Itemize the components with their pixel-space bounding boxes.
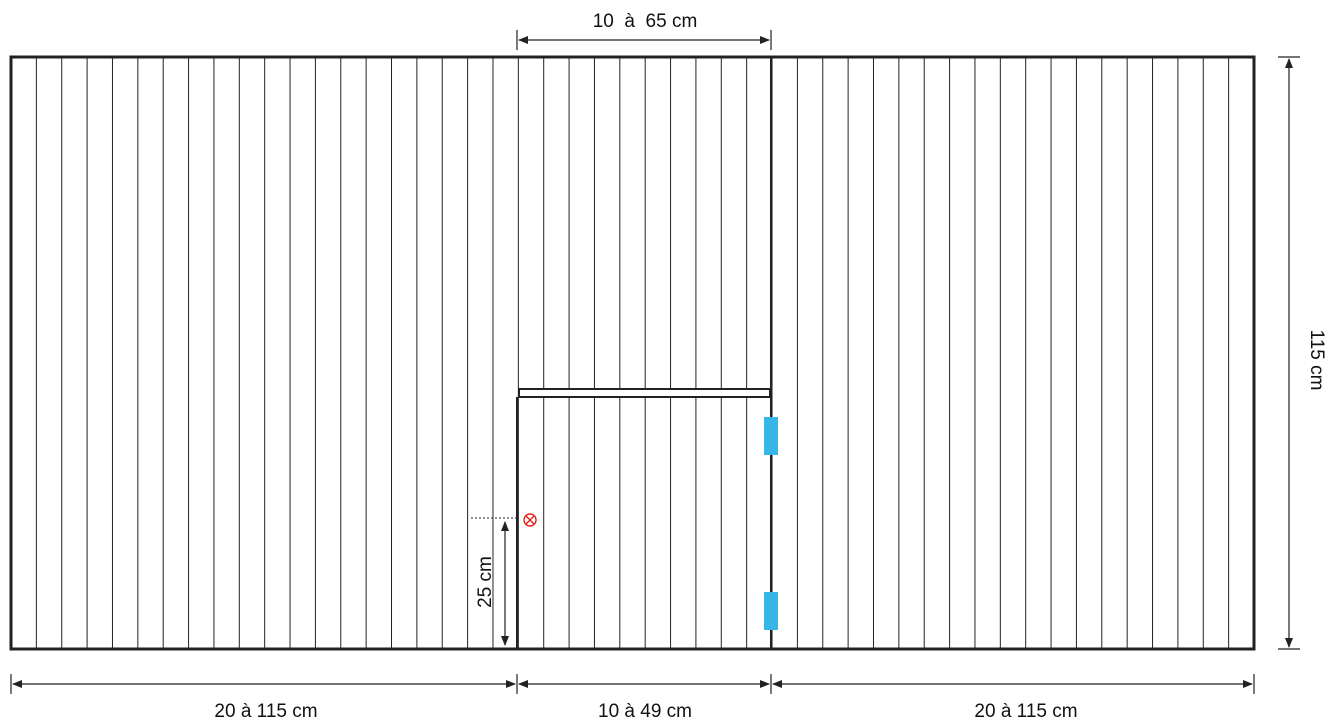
hinge-lower bbox=[764, 592, 778, 630]
right-dimension-label: 115 cm bbox=[1306, 330, 1327, 391]
hinge-upper bbox=[764, 417, 778, 455]
handle-height-label: 25 cm bbox=[475, 556, 496, 608]
bottom-middle-dimension-label: 10 à 49 cm bbox=[598, 701, 692, 722]
slats bbox=[35, 57, 1230, 649]
top-dimension-label: 10 à 65 cm bbox=[593, 11, 698, 32]
opening-top-rail bbox=[518, 388, 771, 398]
circled-x-icon bbox=[523, 513, 537, 527]
bottom-left-dimension-label: 20 à 115 cm bbox=[214, 701, 317, 722]
bottom-right-dimension-label: 20 à 115 cm bbox=[974, 701, 1077, 722]
door-frame bbox=[9, 55, 1256, 651]
